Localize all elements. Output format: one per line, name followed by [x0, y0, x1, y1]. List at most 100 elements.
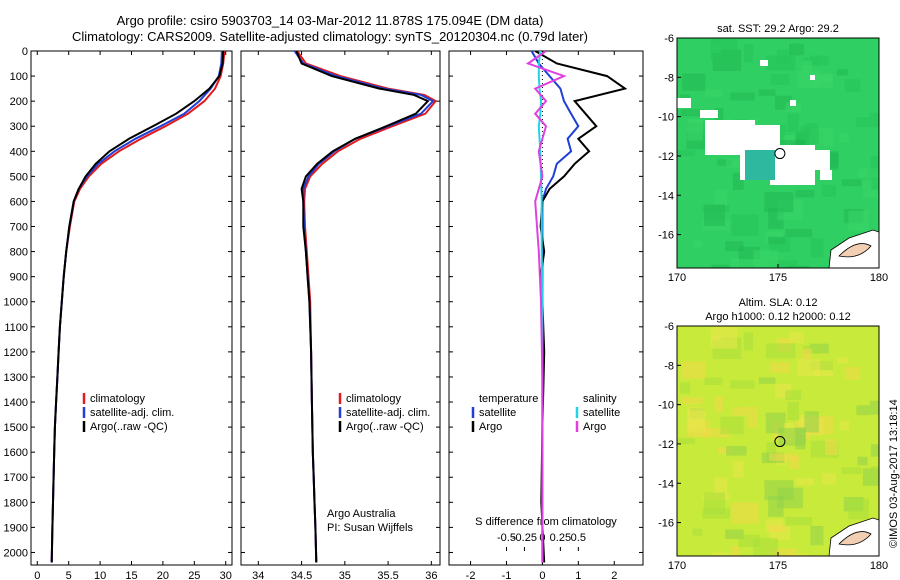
legend-label: satellite: [479, 407, 516, 419]
island: [838, 531, 872, 546]
y-tick-label: 1100: [4, 322, 28, 334]
field-patch: [701, 428, 731, 438]
field-patch: [714, 189, 728, 208]
series-line-argo: [50, 51, 225, 563]
field-patch: [758, 89, 776, 96]
field-patch: [839, 132, 850, 143]
legend-label: satellite-adj. clim.: [346, 407, 430, 419]
field-patch: [767, 236, 786, 245]
field-patch: [869, 400, 879, 415]
series-line-salinity-Argo: [525, 51, 567, 563]
field-patch: [767, 524, 786, 533]
x-tick-label: 170: [668, 560, 686, 572]
y-tick-label: 1700: [4, 472, 28, 484]
field-patch: [770, 74, 790, 85]
temperature-panel: 0 5 10 15 20 25 300100200300400500600700800900…: [4, 46, 233, 580]
y-tick-label: -12: [658, 439, 674, 451]
field-patch: [764, 192, 794, 213]
y-tick-label: 1600: [4, 447, 28, 459]
x-tick-label: 0: [539, 570, 545, 580]
field-patch: [797, 358, 821, 377]
legend-heading: temperature: [479, 393, 538, 405]
s-tick-label: -0.5: [497, 532, 516, 544]
missing-data-patch: [677, 98, 691, 108]
legend-heading: salinity: [583, 393, 617, 405]
missing-data-patch: [700, 110, 718, 118]
field-patch: [730, 380, 755, 389]
field-patch: [795, 190, 815, 198]
field-patch: [848, 210, 869, 232]
missing-data-patch: [795, 150, 830, 170]
field-patch: [836, 357, 849, 364]
x-tick-label: 36: [425, 570, 437, 580]
field-patch: [764, 480, 794, 501]
field-patch: [711, 552, 730, 556]
field-patch: [810, 73, 833, 83]
y-tick-label: 0: [22, 46, 28, 58]
field-patch: [765, 55, 796, 71]
field-patch: [836, 69, 849, 76]
field-patch: [789, 331, 805, 344]
x-tick-label: 1: [575, 570, 581, 580]
x-tick-label: 180: [870, 272, 888, 284]
field-patch: [677, 438, 696, 445]
legend-label: Argo: [583, 421, 606, 433]
legend-label: climatology: [346, 393, 402, 405]
field-patch: [769, 260, 798, 268]
y-tick-label: 500: [10, 171, 28, 183]
field-patch: [725, 241, 744, 252]
field-patch: [810, 361, 833, 371]
field-patch: [711, 264, 730, 268]
x-tick-label: 25: [188, 570, 200, 580]
field-patch: [802, 60, 813, 72]
field-patch: [732, 407, 748, 416]
y-tick-label: 800: [10, 247, 28, 259]
field-patch: [692, 528, 703, 536]
y-tick-label: -8: [664, 360, 674, 372]
x-tick-label: 170: [668, 272, 686, 284]
field-patch: [726, 158, 747, 168]
field-patch: [856, 117, 870, 128]
field-patch: [795, 478, 815, 486]
field-patch: [844, 367, 861, 380]
field-patch: [804, 123, 819, 145]
field-patch: [785, 102, 802, 112]
field-patch: [810, 238, 824, 258]
field-patch: [787, 113, 799, 133]
field-patch: [748, 406, 758, 428]
y-tick-label: -10: [658, 112, 674, 124]
missing-data-patch: [820, 170, 832, 180]
field-patch: [753, 538, 778, 556]
field-patch: [804, 411, 819, 433]
legend-label: Argo(..raw -QC): [346, 421, 424, 433]
y-tick-label: -8: [664, 72, 674, 84]
field-patch: [704, 89, 723, 97]
x-tick-label: 10: [94, 570, 106, 580]
field-patch: [797, 70, 821, 89]
x-tick-label: 2: [611, 570, 617, 580]
y-tick-label: 100: [10, 71, 28, 83]
x-tick-label: 30: [220, 570, 232, 580]
field-patch: [857, 168, 868, 178]
map-title: Altim. SLA: 0.12: [739, 297, 818, 309]
field-patch: [770, 362, 790, 373]
field-patch: [710, 38, 738, 61]
field-patch: [841, 179, 862, 187]
y-tick-label: 2000: [4, 547, 28, 559]
field-patch: [720, 416, 744, 435]
credit-org: Argo Australia: [327, 508, 396, 520]
field-patch: [871, 466, 879, 478]
field-patch: [824, 439, 839, 456]
x-tick-label: -2: [466, 570, 476, 580]
field-patch: [717, 159, 733, 166]
s-tick-label: -0.25: [512, 532, 537, 544]
field-patch: [743, 332, 754, 351]
x-tick-label: 0: [34, 570, 40, 580]
field-patch: [704, 377, 723, 385]
field-patch: [802, 348, 813, 360]
salinity-panel: 3434.53535.536salinityclimatologysatelli…: [240, 50, 441, 580]
field-patch: [704, 204, 726, 226]
field-patch: [844, 79, 861, 92]
field-patch: [785, 517, 813, 526]
field-patch: [769, 453, 797, 461]
